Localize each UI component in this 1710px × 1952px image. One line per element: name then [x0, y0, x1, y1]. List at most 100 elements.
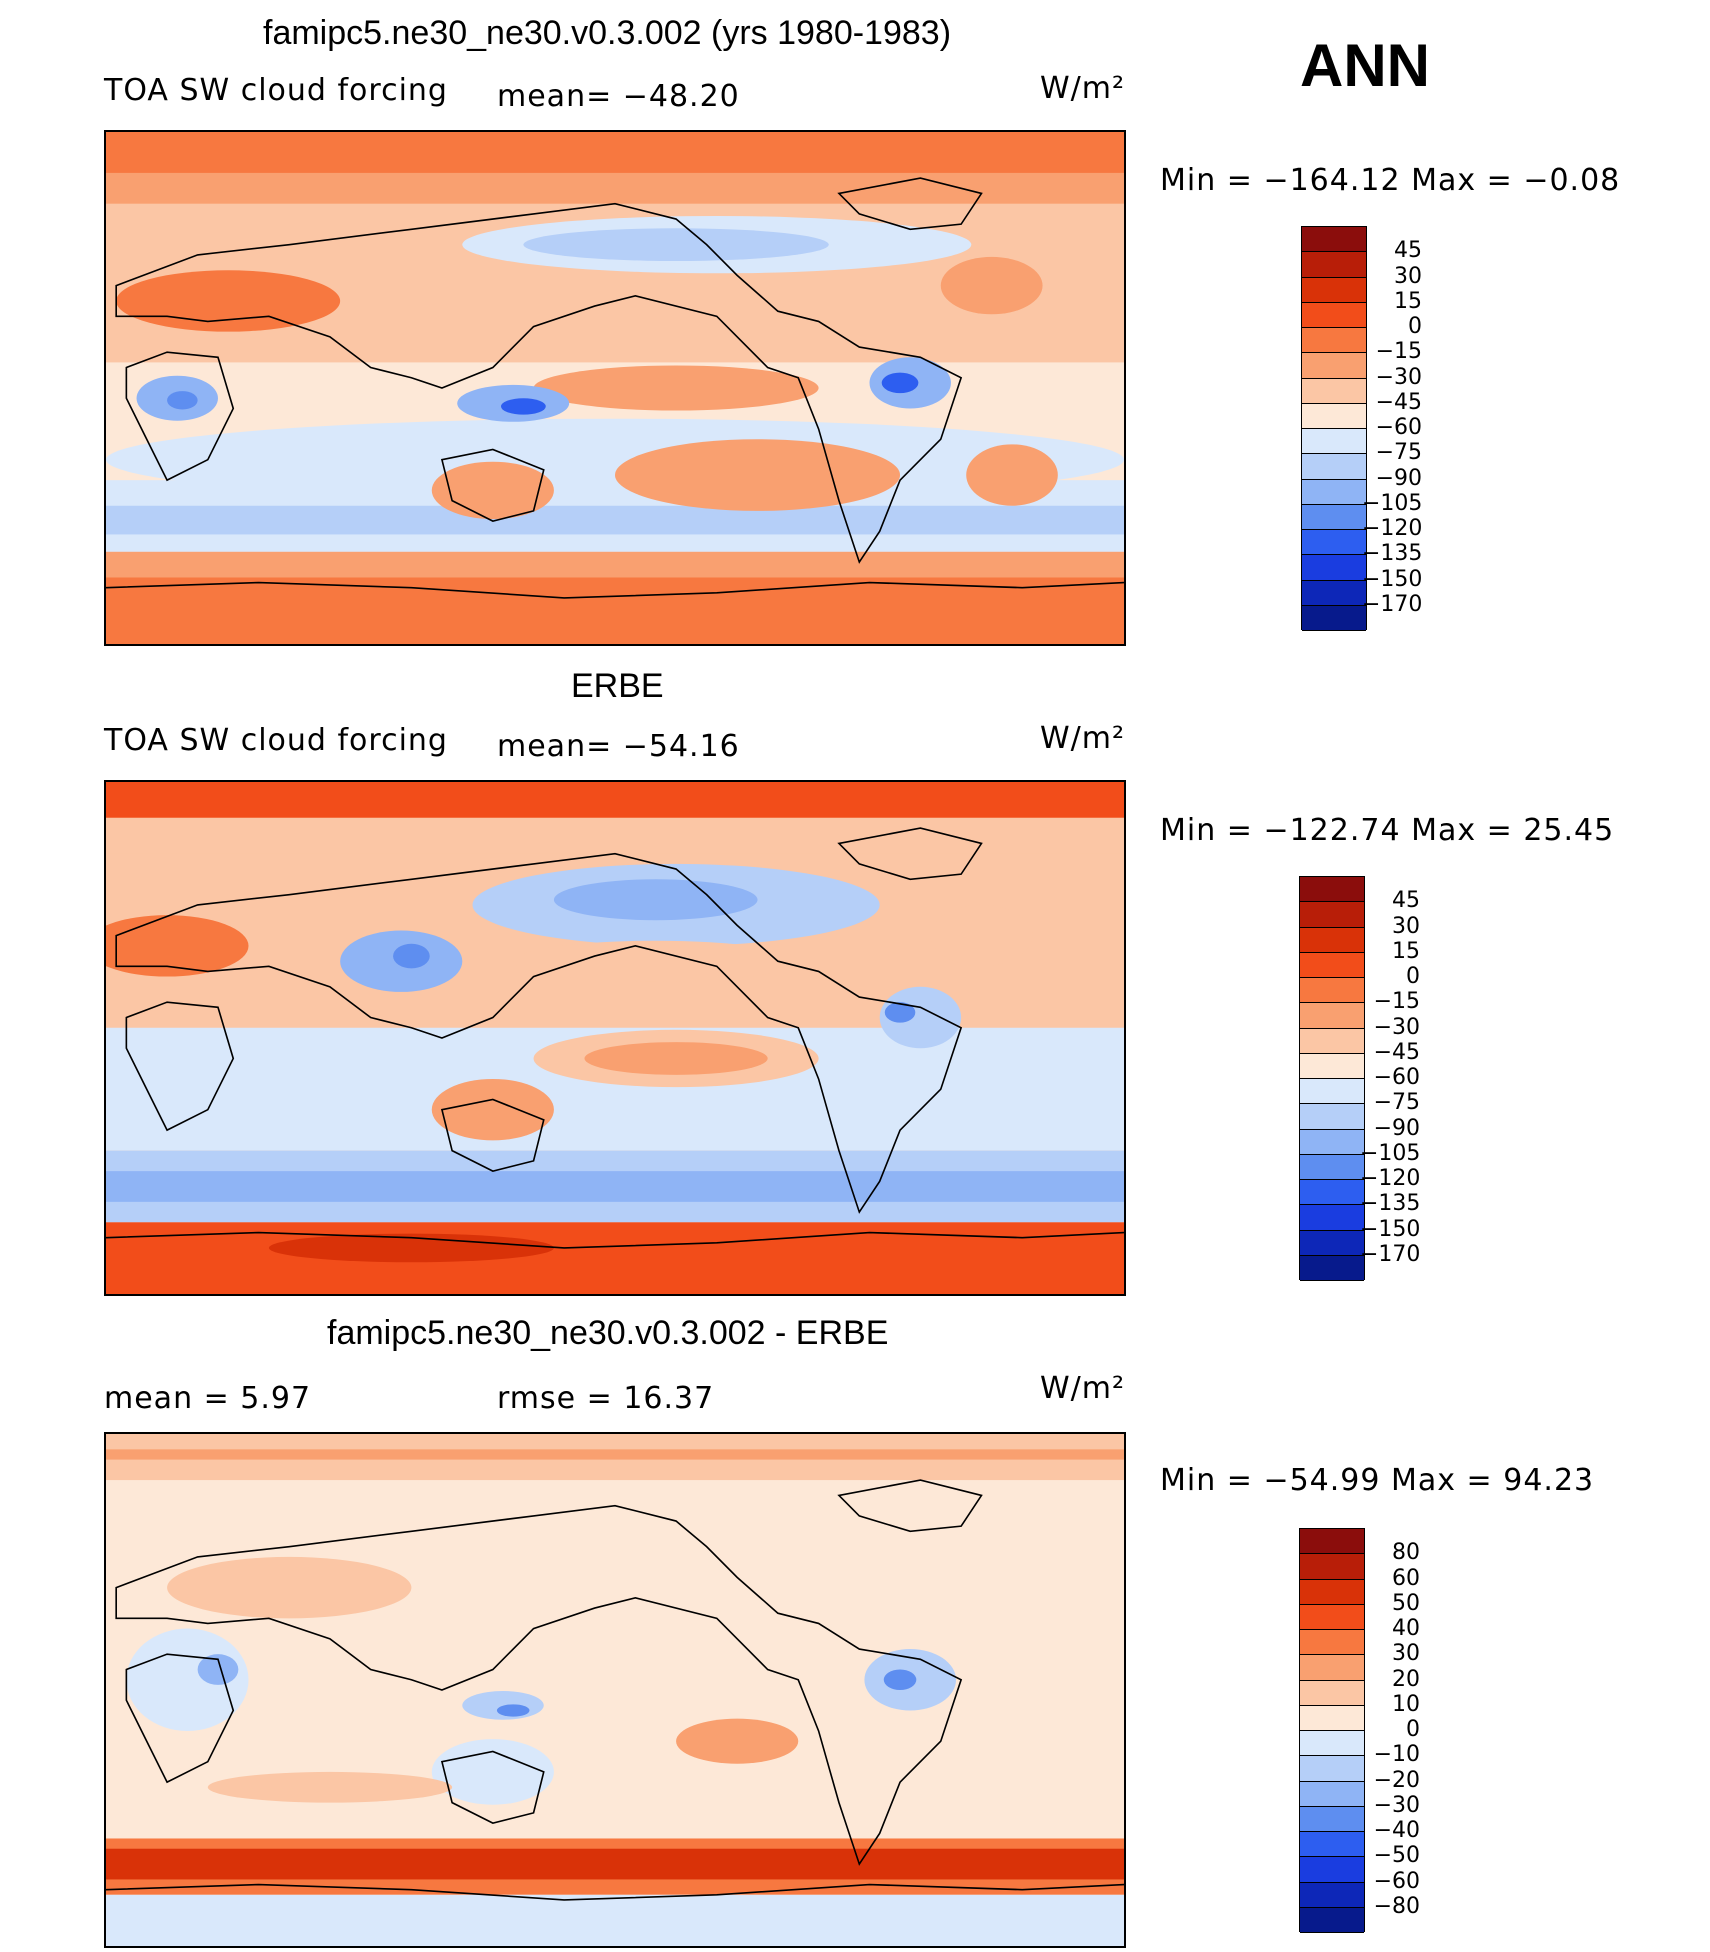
- colorbar-tick-label: 45: [1394, 238, 1422, 264]
- panel-subtitle: ERBE: [571, 667, 664, 705]
- panel-mean-label: mean= −48.20: [497, 79, 740, 114]
- colorbar-tick-label: −50: [1373, 1843, 1420, 1869]
- maritime-continent-core: [500, 398, 546, 415]
- colorbar-swatch: [1302, 479, 1366, 505]
- north-atlantic-warm: [930, 904, 1033, 967]
- colorbar-swatch: [1302, 277, 1366, 303]
- colorbar-swatch: [1300, 978, 1364, 1004]
- south-pacific-warm: [676, 1718, 799, 1764]
- colorbar-swatch: [1300, 1731, 1364, 1757]
- colorbar-swatch: [1300, 1205, 1364, 1231]
- colorbar-swatch: [1300, 952, 1364, 978]
- amazon-core: [881, 372, 919, 394]
- antarctic-band: [106, 1894, 1124, 1946]
- south-atlantic-warm: [966, 444, 1058, 506]
- obs-colorbar: [1299, 876, 1365, 1281]
- panel-units-label: W/m²: [1040, 721, 1126, 756]
- colorbar-tick-label: 30: [1392, 913, 1420, 939]
- colorbar-tick-label: −30: [1375, 364, 1422, 390]
- obs-contour-field: [106, 782, 1124, 1294]
- indian-ocean-warm: [207, 1771, 453, 1803]
- colorbar-swatch: [1300, 1003, 1364, 1029]
- colorbar-tick-label: −30: [1373, 1014, 1420, 1040]
- colorbar-swatch: [1302, 227, 1366, 253]
- maritime-continent-cool: [462, 1691, 544, 1720]
- colorbar-swatch: [1300, 1180, 1364, 1206]
- colorbar-swatch: [1300, 1705, 1364, 1731]
- colorbar-swatch: [1300, 1079, 1364, 1105]
- model-colorbar: [1301, 226, 1367, 631]
- colorbar-tick-label: 10: [1392, 1691, 1420, 1717]
- antarctic-edge-band: [106, 551, 1124, 578]
- colorbar-tick-label: 0: [1406, 1717, 1420, 1742]
- colorbar-swatch: [1300, 1230, 1364, 1256]
- southern-ocean-core: [106, 1848, 1124, 1880]
- colorbar-tick-label: −60: [1375, 415, 1422, 440]
- colorbar-tick-label: 60: [1392, 1565, 1420, 1591]
- colorbar-swatch: [1300, 1554, 1364, 1580]
- colorbar-tick-label: 20: [1392, 1666, 1420, 1692]
- antarctica-outline: [106, 1231, 1124, 1249]
- colorbar-swatch: [1302, 429, 1366, 455]
- coastlines: [106, 177, 1124, 599]
- panel-min-max: Min = −122.74 Max = 25.45: [1160, 813, 1615, 848]
- colorbar-tick-label: −60: [1373, 1065, 1420, 1090]
- colorbar-tick-label: −90: [1375, 465, 1422, 491]
- colorbar-swatch: [1302, 454, 1366, 480]
- colorbar-swatch: [1300, 1680, 1364, 1706]
- maritime-continent-core: [496, 1704, 530, 1717]
- arctic-band: [106, 782, 1124, 818]
- antarctic-band: [106, 577, 1124, 644]
- australia-outline: [440, 448, 545, 522]
- colorbar-tick-label: −170: [1362, 591, 1423, 617]
- colorbar-tick-label: 80: [1392, 1540, 1420, 1566]
- colorbar-swatch: [1300, 1154, 1364, 1180]
- africa-cool-core: [197, 1654, 239, 1685]
- panel-units-label: W/m²: [1040, 71, 1126, 106]
- colorbar-tick-label: −120: [1360, 1166, 1421, 1191]
- colorbar-tick-label: 30: [1392, 1641, 1420, 1667]
- panel-units-label: W/m²: [1040, 1371, 1126, 1406]
- obs-map: [104, 780, 1126, 1296]
- colorbar-tick-label: 30: [1394, 263, 1422, 289]
- greenland-outline: [837, 177, 983, 231]
- colorbar-tick-label: −60: [1373, 1868, 1420, 1894]
- africa-outline: [125, 1653, 235, 1784]
- amazon-cloud: [879, 986, 962, 1049]
- colorbar-swatch: [1300, 1907, 1364, 1933]
- colorbar-swatch: [1302, 302, 1366, 328]
- colorbar-swatch: [1300, 1756, 1364, 1782]
- africa-outline: [125, 351, 235, 482]
- continents-outline: [115, 1504, 963, 1866]
- panel-min-max: Min = −54.99 Max = 94.23: [1160, 1463, 1595, 1498]
- colorbar-swatch: [1302, 580, 1366, 606]
- australia-cool: [431, 1739, 554, 1805]
- colorbar-swatch: [1302, 252, 1366, 278]
- colorbar-tick-label: 45: [1392, 888, 1420, 914]
- diff-colorbar: [1299, 1528, 1365, 1933]
- arctic-band: [106, 132, 1124, 173]
- arctic-core: [106, 1449, 1124, 1460]
- sahara-warm: [106, 915, 249, 977]
- colorbar-tick-label: −75: [1375, 440, 1422, 466]
- antarctic-core: [268, 1233, 554, 1263]
- colorbar-tick-label: −40: [1373, 1818, 1420, 1843]
- continents-outline: [115, 852, 963, 1214]
- colorbar-tick-label: 50: [1392, 1590, 1420, 1616]
- colorbar-swatch: [1300, 1857, 1364, 1883]
- colorbar-tick-label: −75: [1373, 1090, 1420, 1116]
- australia-warm: [431, 1078, 554, 1141]
- panel-variable-label: TOA SW cloud forcing: [104, 723, 448, 758]
- colorbar-swatch: [1302, 555, 1366, 581]
- congo-core: [167, 391, 198, 410]
- colorbar-swatch: [1302, 530, 1366, 556]
- colorbar-swatch: [1302, 328, 1366, 354]
- north-subtropic-warm: [533, 365, 819, 411]
- diff-map: [104, 1432, 1126, 1948]
- colorbar-tick-label: −20: [1373, 1767, 1420, 1793]
- colorbar-swatch: [1302, 403, 1366, 429]
- colorbar-tick-label: −150: [1362, 566, 1423, 592]
- colorbar-swatch: [1300, 877, 1364, 903]
- amazon-core: [883, 1669, 917, 1690]
- colorbar-tick-label: −15: [1375, 339, 1422, 365]
